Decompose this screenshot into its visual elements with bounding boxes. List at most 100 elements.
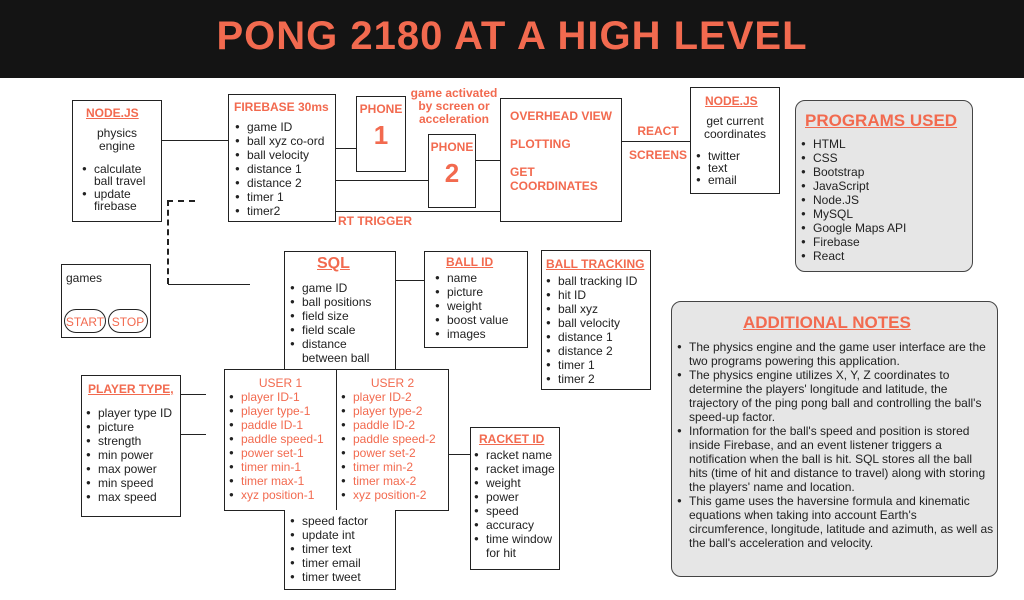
- list-item: update firebase: [81, 188, 161, 212]
- list-item: timer max-2: [340, 474, 450, 488]
- list-item: paddle ID-2: [340, 418, 450, 432]
- list-item: paddle ID-1: [228, 418, 338, 432]
- list-item: boost value: [434, 313, 528, 327]
- list-item: game ID: [234, 120, 336, 134]
- list-item: distance 1: [234, 162, 336, 176]
- player-type-title: PLAYER TYPE,: [88, 382, 174, 396]
- list-item: player ID-2: [340, 390, 450, 404]
- list-item: paddle speed-1: [228, 432, 338, 446]
- list-item: player ID-1: [228, 390, 338, 404]
- list-item: JavaScript: [800, 179, 970, 193]
- timers-box: speed factor update int timer text timer…: [284, 510, 396, 590]
- list-item: timer text: [289, 542, 395, 556]
- start-button[interactable]: START: [64, 309, 106, 333]
- list-item: picture: [434, 285, 528, 299]
- list-item: timer min-1: [228, 460, 338, 474]
- node-physics-list: calculate ball travel update firebase: [81, 163, 161, 212]
- phone-1-label: PHONE: [359, 102, 403, 116]
- list-item: racket image: [473, 462, 561, 476]
- additional-notes-box: ADDITIONAL NOTES The physics engine and …: [671, 301, 998, 577]
- list-item: email: [695, 174, 779, 186]
- list-item: Firebase: [800, 235, 970, 249]
- stop-button[interactable]: STOP: [108, 309, 148, 333]
- list-item: distance 2: [234, 176, 336, 190]
- list-item: player type ID: [85, 406, 182, 420]
- games-box: games START STOP: [61, 264, 151, 338]
- programs-used-title: PROGRAMS USED: [805, 111, 958, 130]
- list-item: max power: [85, 462, 182, 476]
- phone-1-box: PHONE 1: [356, 96, 406, 172]
- ball-id-box: BALL ID name picture weight boost value …: [424, 251, 528, 348]
- user-1-title: USER 1: [258, 376, 303, 390]
- get-coordinates-label: GET COORDINATES: [510, 165, 598, 193]
- list-item: player type-1: [228, 404, 338, 418]
- list-item: power: [473, 490, 561, 504]
- list-item: weight: [473, 476, 561, 490]
- list-item: twitter: [695, 150, 779, 162]
- header-banner: PONG 2180 AT A HIGH LEVEL: [0, 0, 1024, 78]
- user-2-box: USER 2 player ID-2 player type-2 paddle …: [336, 369, 449, 511]
- rt-trigger-label: RT TRIGGER: [338, 214, 412, 228]
- list-item: ball positions: [289, 295, 395, 309]
- list-item: ball xyz co-ord: [234, 134, 336, 148]
- node-notify-subtitle: get current coordinates: [703, 114, 767, 141]
- list-item: HTML: [800, 137, 970, 151]
- list-item: player type-2: [340, 404, 450, 418]
- list-item: xyz position-2: [340, 488, 450, 502]
- list-item: ball tracking ID: [545, 274, 651, 288]
- list-item: timer email: [289, 556, 395, 570]
- list-item: min speed: [85, 476, 182, 490]
- list-item: Node.JS: [800, 193, 970, 207]
- user-1-list: player ID-1 player type-1 paddle ID-1 pa…: [228, 390, 338, 502]
- node-physics-title: NODE.JS: [86, 106, 139, 120]
- page-title: PONG 2180 AT A HIGH LEVEL: [216, 14, 808, 58]
- phone-2-box: PHONE 2: [428, 134, 476, 208]
- list-item: strength: [85, 434, 182, 448]
- list-item: timer min-2: [340, 460, 450, 474]
- list-item: The physics engine and the game user int…: [676, 340, 994, 368]
- list-item: distance between ball: [289, 337, 395, 365]
- list-item: accuracy: [473, 518, 561, 532]
- player-type-box: PLAYER TYPE, player type ID picture stre…: [81, 375, 181, 517]
- list-item: time window for hit: [473, 532, 561, 560]
- list-item: calculate ball travel: [81, 163, 161, 187]
- list-item: timer max-1: [228, 474, 338, 488]
- node-physics-box: NODE.JS physics engine calculate ball tr…: [72, 100, 162, 222]
- list-item: field scale: [289, 323, 395, 337]
- list-item: max speed: [85, 490, 182, 504]
- firebase-title: FIREBASE 30ms: [234, 100, 329, 114]
- list-item: images: [434, 327, 528, 341]
- ball-tracking-title: BALL TRACKING: [546, 257, 645, 271]
- list-item: power set-1: [228, 446, 338, 460]
- overhead-view-box: OVERHEAD VIEW PLOTTING GET COORDINATES: [500, 98, 622, 222]
- racket-id-title: RACKET ID: [479, 432, 545, 446]
- list-item: ball velocity: [234, 148, 336, 162]
- node-notify-box: NODE.JS get current coordinates twitter …: [690, 87, 780, 194]
- list-item: distance 2: [545, 344, 651, 358]
- react-label: REACT: [637, 124, 679, 138]
- user-2-title: USER 2: [370, 376, 415, 390]
- sql-title: SQL: [317, 255, 350, 272]
- list-item: ball xyz: [545, 302, 651, 316]
- list-item: Information for the ball's speed and pos…: [676, 424, 994, 494]
- phone-1-number: 1: [373, 120, 389, 150]
- player-type-list: player type ID picture strength min powe…: [85, 406, 182, 504]
- ball-id-list: name picture weight boost value images: [434, 271, 528, 341]
- timers-list: speed factor update int timer text timer…: [289, 514, 395, 584]
- list-item: paddle speed-2: [340, 432, 450, 446]
- programs-used-box: PROGRAMS USED HTML CSS Bootstrap JavaScr…: [795, 100, 973, 272]
- list-item: timer 1: [545, 358, 651, 372]
- list-item: update int: [289, 528, 395, 542]
- node-notify-title: NODE.JS: [705, 94, 758, 108]
- list-item: CSS: [800, 151, 970, 165]
- list-item: xyz position-1: [228, 488, 338, 502]
- user-1-box: USER 1 player ID-1 player type-1 paddle …: [224, 369, 337, 511]
- list-item: hit ID: [545, 288, 651, 302]
- list-item: MySQL: [800, 207, 970, 221]
- list-item: Bootstrap: [800, 165, 970, 179]
- sql-list: game ID ball positions field size field …: [289, 281, 395, 365]
- racket-id-list: racket name racket image weight power sp…: [473, 448, 561, 560]
- list-item: speed factor: [289, 514, 395, 528]
- list-item: text: [695, 162, 779, 174]
- list-item: weight: [434, 299, 528, 313]
